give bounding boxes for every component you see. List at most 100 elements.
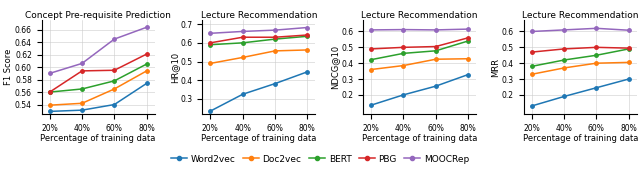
MOOCRep bbox=[239, 30, 246, 32]
Doc2vec bbox=[143, 70, 150, 72]
Word2vec bbox=[464, 74, 472, 76]
Word2vec bbox=[303, 71, 311, 73]
PBG bbox=[46, 91, 54, 93]
Doc2vec bbox=[303, 49, 311, 51]
Line: Word2vec: Word2vec bbox=[48, 82, 148, 113]
PBG bbox=[367, 48, 375, 50]
Y-axis label: F1 Score: F1 Score bbox=[4, 49, 13, 85]
BERT bbox=[111, 80, 118, 82]
Legend: Word2vec, Doc2vec, BERT, PBG, MOOCRep: Word2vec, Doc2vec, BERT, PBG, MOOCRep bbox=[167, 151, 473, 167]
PBG bbox=[432, 46, 440, 48]
BERT bbox=[207, 44, 214, 46]
BERT bbox=[271, 38, 279, 40]
X-axis label: Percentage of training data: Percentage of training data bbox=[362, 134, 477, 143]
Word2vec bbox=[367, 104, 375, 106]
Line: BERT: BERT bbox=[530, 47, 630, 68]
BERT bbox=[464, 40, 472, 42]
Line: Doc2vec: Doc2vec bbox=[209, 48, 309, 65]
MOOCRep bbox=[78, 62, 86, 64]
MOOCRep bbox=[143, 26, 150, 28]
Word2vec bbox=[239, 93, 246, 95]
PBG bbox=[303, 34, 311, 36]
PBG bbox=[464, 37, 472, 39]
MOOCRep bbox=[528, 30, 536, 32]
Y-axis label: HR@10: HR@10 bbox=[170, 52, 179, 83]
BERT bbox=[239, 42, 246, 44]
Line: MOOCRep: MOOCRep bbox=[369, 27, 470, 32]
Doc2vec bbox=[78, 102, 86, 104]
Title: Lecture Recommendation: Lecture Recommendation bbox=[362, 11, 478, 20]
MOOCRep bbox=[560, 29, 568, 31]
MOOCRep bbox=[593, 27, 600, 29]
X-axis label: Percentage of training data: Percentage of training data bbox=[40, 134, 156, 143]
Line: MOOCRep: MOOCRep bbox=[48, 26, 148, 75]
Title: Lecture Recommendation: Lecture Recommendation bbox=[522, 11, 639, 20]
Doc2vec bbox=[111, 88, 118, 90]
MOOCRep bbox=[625, 29, 632, 31]
Word2vec bbox=[560, 95, 568, 97]
PBG bbox=[625, 47, 632, 49]
Y-axis label: MRR: MRR bbox=[492, 58, 500, 77]
Y-axis label: NDCG@10: NDCG@10 bbox=[331, 45, 340, 89]
BERT bbox=[46, 91, 54, 93]
PBG bbox=[399, 46, 407, 48]
Line: BERT: BERT bbox=[209, 35, 309, 46]
Word2vec bbox=[207, 110, 214, 112]
Doc2vec bbox=[625, 61, 632, 63]
Word2vec bbox=[432, 85, 440, 87]
MOOCRep bbox=[464, 28, 472, 30]
X-axis label: Percentage of training data: Percentage of training data bbox=[522, 134, 638, 143]
Word2vec bbox=[593, 87, 600, 89]
Doc2vec bbox=[560, 67, 568, 69]
BERT bbox=[432, 50, 440, 52]
MOOCRep bbox=[303, 27, 311, 29]
PBG bbox=[111, 69, 118, 71]
BERT bbox=[303, 35, 311, 37]
Line: Word2vec: Word2vec bbox=[530, 77, 630, 108]
BERT bbox=[625, 48, 632, 50]
Title: Lecture Recommendation: Lecture Recommendation bbox=[200, 11, 317, 20]
BERT bbox=[593, 54, 600, 56]
Doc2vec bbox=[271, 50, 279, 52]
MOOCRep bbox=[111, 38, 118, 40]
Doc2vec bbox=[432, 58, 440, 60]
Line: Doc2vec: Doc2vec bbox=[530, 61, 630, 76]
PBG bbox=[560, 48, 568, 50]
Line: PBG: PBG bbox=[530, 46, 630, 54]
Line: PBG: PBG bbox=[209, 33, 309, 45]
Word2vec bbox=[46, 110, 54, 112]
PBG bbox=[239, 36, 246, 38]
MOOCRep bbox=[207, 32, 214, 34]
Doc2vec bbox=[528, 73, 536, 75]
MOOCRep bbox=[367, 29, 375, 31]
BERT bbox=[528, 65, 536, 67]
Line: Word2vec: Word2vec bbox=[369, 73, 470, 107]
Word2vec bbox=[271, 83, 279, 85]
Doc2vec bbox=[207, 62, 214, 64]
MOOCRep bbox=[399, 29, 407, 31]
BERT bbox=[399, 52, 407, 54]
Word2vec bbox=[78, 109, 86, 111]
X-axis label: Percentage of training data: Percentage of training data bbox=[201, 134, 317, 143]
PBG bbox=[271, 36, 279, 38]
Word2vec bbox=[111, 104, 118, 106]
MOOCRep bbox=[432, 29, 440, 31]
PBG bbox=[207, 42, 214, 44]
BERT bbox=[78, 88, 86, 90]
Word2vec bbox=[399, 94, 407, 96]
Word2vec bbox=[625, 78, 632, 80]
Line: Doc2vec: Doc2vec bbox=[369, 57, 470, 71]
Doc2vec bbox=[367, 69, 375, 71]
Line: BERT: BERT bbox=[48, 62, 148, 94]
Title: Concept Pre-requisite Prediction: Concept Pre-requisite Prediction bbox=[25, 11, 171, 20]
Word2vec bbox=[528, 105, 536, 107]
Doc2vec bbox=[239, 56, 246, 58]
MOOCRep bbox=[271, 29, 279, 31]
Line: MOOCRep: MOOCRep bbox=[209, 26, 309, 35]
Line: MOOCRep: MOOCRep bbox=[530, 27, 630, 33]
Doc2vec bbox=[593, 62, 600, 64]
BERT bbox=[143, 63, 150, 65]
BERT bbox=[560, 59, 568, 61]
Line: PBG: PBG bbox=[48, 52, 148, 94]
PBG bbox=[528, 51, 536, 53]
